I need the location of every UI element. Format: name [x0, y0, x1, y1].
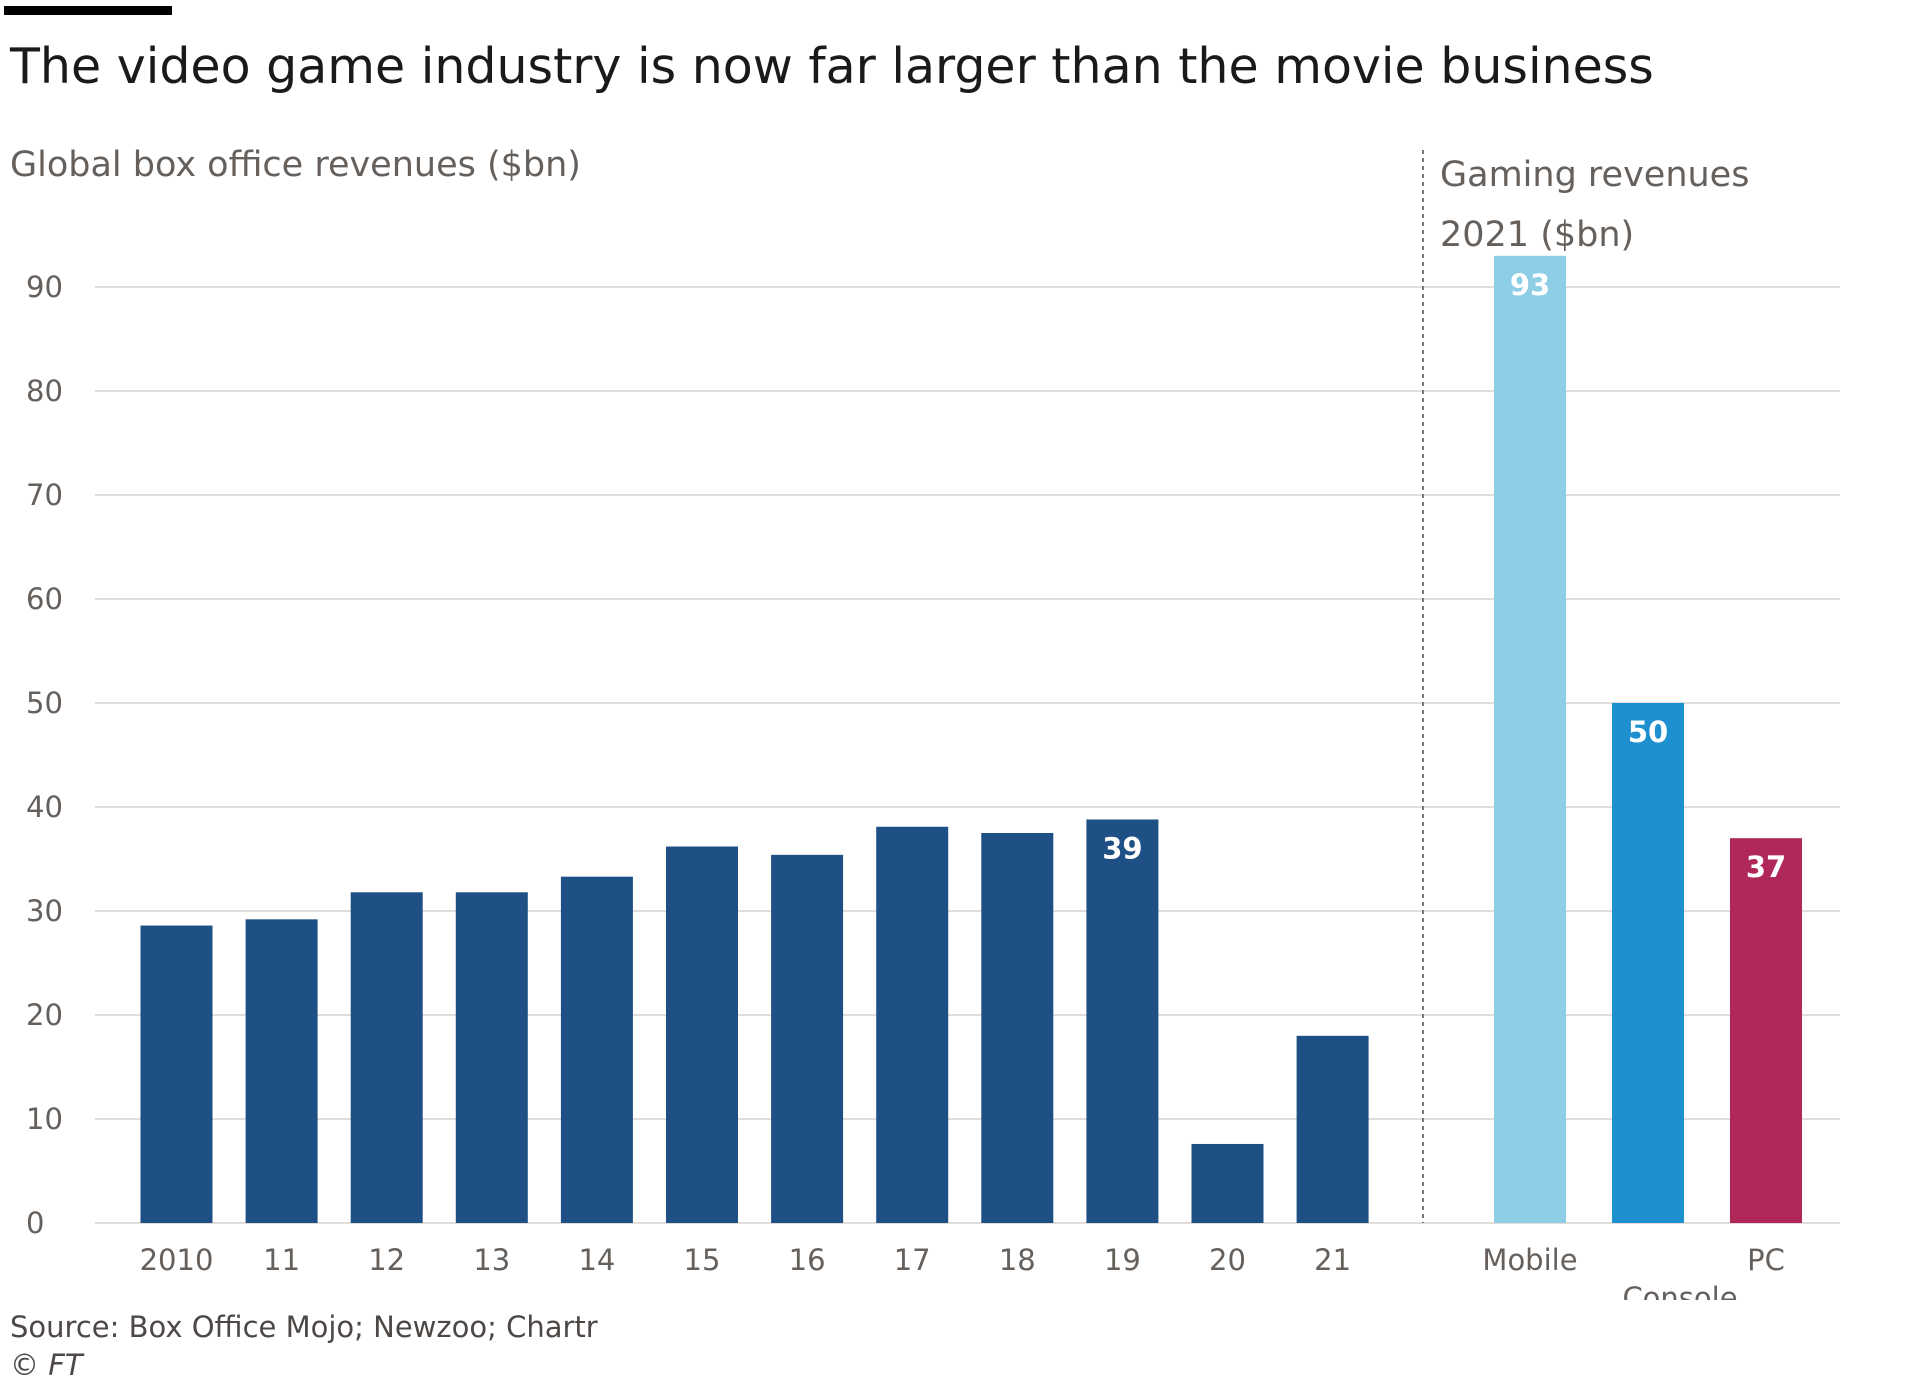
bar-gaming — [1494, 255, 1566, 1224]
y-tick-label: 90 — [26, 270, 63, 304]
bar-box-office — [771, 854, 844, 1223]
chart-title: The video game industry is now far large… — [10, 38, 1654, 95]
y-tick-label: 20 — [26, 998, 63, 1032]
top-rule — [4, 6, 172, 15]
x-tick-label: 13 — [473, 1243, 510, 1277]
y-tick-label: 70 — [26, 478, 63, 512]
x-tick-label: 11 — [263, 1243, 300, 1277]
bar-box-office — [350, 892, 423, 1223]
x-tick-label: 18 — [999, 1243, 1036, 1277]
x-tick-label: 15 — [684, 1243, 721, 1277]
bar-gaming — [1612, 703, 1684, 1223]
data-label: 50 — [1628, 715, 1668, 749]
gaming-subtitle-line-2: 2021 ($bn) — [1440, 215, 1635, 255]
bar-box-office — [1296, 1035, 1369, 1223]
bar-box-office — [666, 846, 738, 1223]
bar-box-office — [245, 919, 318, 1223]
bars — [140, 255, 1802, 1224]
data-label: 93 — [1510, 268, 1550, 302]
y-axis-ticks: 0 10 20 30 40 50 60 70 80 90 — [26, 270, 63, 1240]
y-tick-label: 80 — [26, 374, 63, 408]
bar-box-office — [981, 833, 1054, 1223]
x-tick-label: 19 — [1104, 1243, 1141, 1277]
data-label: 39 — [1102, 831, 1142, 865]
y-tick-label: 30 — [26, 894, 63, 928]
x-tick-label: 2010 — [140, 1243, 214, 1277]
box-office-subtitle: Global box office revenues ($bn) — [10, 145, 581, 185]
bar-box-office — [1086, 819, 1159, 1223]
gaming-subtitle-line-1: Gaming revenues — [1440, 155, 1750, 195]
bar-box-office — [1191, 1143, 1264, 1223]
source-note: Source: Box Office Mojo; Newzoo; Chartr — [10, 1310, 598, 1344]
gaming-subtitle: Gaming revenues 2021 ($bn) — [1440, 145, 1749, 265]
y-tick-label: 50 — [26, 686, 63, 720]
x-tick-label: PC — [1747, 1243, 1785, 1277]
y-tick-label: 0 — [26, 1206, 44, 1240]
bar-box-office — [455, 892, 528, 1223]
x-tick-label: 20 — [1209, 1243, 1246, 1277]
y-tick-label: 40 — [26, 790, 63, 824]
bar-box-office — [560, 876, 633, 1223]
x-tick-label: 16 — [789, 1243, 826, 1277]
credit-note: © FT — [10, 1348, 83, 1382]
x-tick-label: 14 — [578, 1243, 615, 1277]
x-axis-ticks: 2010 11 12 13 14 15 16 17 18 19 20 21 Mobile Console P… — [140, 1243, 1785, 1300]
y-tick-label: 10 — [26, 1102, 63, 1136]
x-tick-label: 17 — [894, 1243, 931, 1277]
bar-box-office — [140, 925, 213, 1223]
value-labels: 39 93 50 37 — [1102, 268, 1786, 884]
x-tick-label: 21 — [1314, 1243, 1351, 1277]
x-tick-label: Mobile — [1482, 1243, 1577, 1277]
bar-box-office — [876, 826, 949, 1223]
x-tick-label: 12 — [368, 1243, 405, 1277]
bar-chart: 0 10 20 30 40 50 60 70 80 90 39 93 50 37 2010 11 12 13 1… — [26, 150, 1840, 1300]
x-tick-label: Console — [1622, 1281, 1737, 1300]
y-tick-label: 60 — [26, 582, 63, 616]
data-label: 37 — [1746, 850, 1786, 884]
bar-gaming — [1730, 838, 1802, 1223]
